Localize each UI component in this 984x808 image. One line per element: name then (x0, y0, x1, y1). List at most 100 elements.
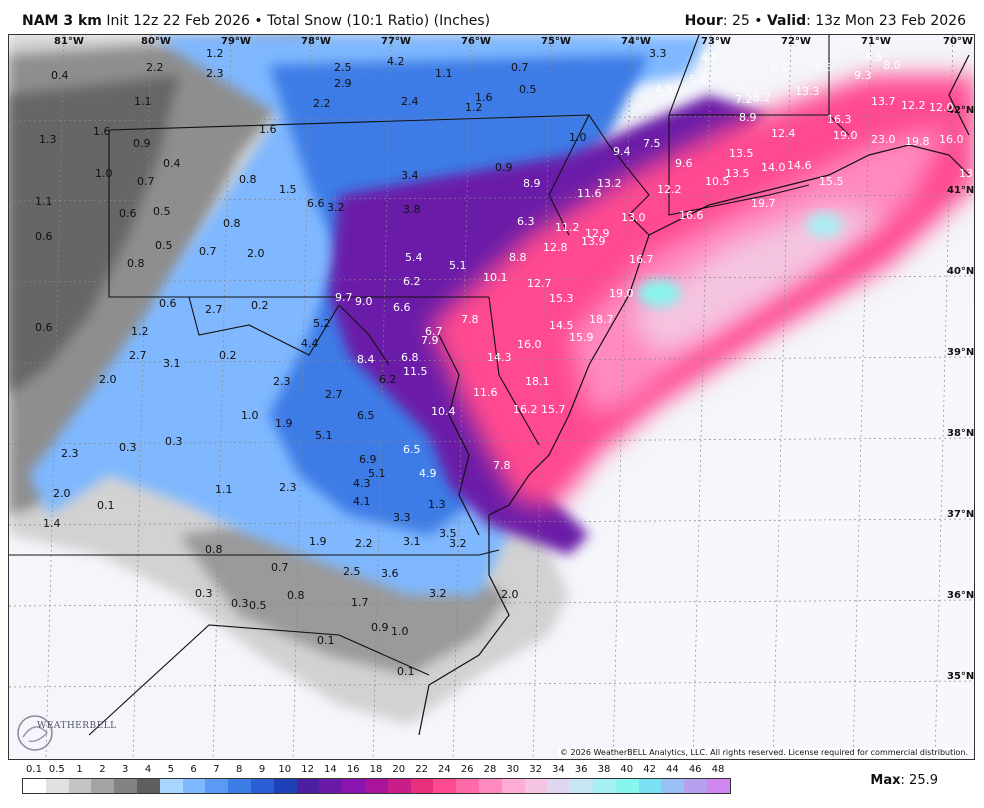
snow-value-label: 12.7 (527, 277, 552, 290)
snow-value-label: 6.9 (359, 453, 377, 466)
snow-value-label: 1.3 (39, 133, 57, 146)
snow-value-label: 2.3 (206, 67, 224, 80)
legend-swatch (456, 779, 479, 793)
snow-value-label: 15.7 (541, 403, 566, 416)
snow-value-label: 11.5 (403, 365, 428, 378)
snow-core-2 (806, 213, 842, 237)
latitude-label: 37°N (947, 509, 974, 520)
legend-swatch (364, 779, 388, 793)
snow-value-label: 2.7 (325, 388, 343, 401)
legend-swatch (615, 779, 639, 793)
snow-value-label: 1.2 (206, 47, 224, 60)
snow-value-label: 3.8 (403, 203, 421, 216)
snow-value-label: 0.1 (97, 499, 115, 512)
meridian-line (452, 35, 472, 759)
snow-value-label: 5.2 (313, 317, 331, 330)
legend-tick-label: 4 (144, 764, 152, 775)
snow-value-label: 15.5 (819, 175, 844, 188)
snow-value-label: 0.9 (371, 621, 389, 634)
snow-value-label: 0.2 (219, 349, 237, 362)
snow-value-label: 13.2 (597, 177, 622, 190)
legend-swatch (136, 779, 160, 793)
snow-value-label: 8.0 (883, 59, 901, 72)
snow-value-label: 12.0 (929, 101, 954, 114)
snow-value-label: 2.7 (129, 349, 147, 362)
snow-value-label: 9.3 (854, 69, 872, 82)
snow-value-label: 5.1 (368, 467, 386, 480)
snow-value-label: 0.8 (127, 257, 145, 270)
snow-value-label: 6.6 (393, 301, 411, 314)
max-label: Max (870, 773, 901, 788)
snow-value-label: 2.5 (334, 61, 352, 74)
snow-value-label: 1.1 (134, 95, 152, 108)
legend-swatch (433, 779, 457, 793)
snow-value-label: 3.1 (403, 535, 421, 548)
meridian-line (692, 35, 712, 759)
snow-value-label: 16.6 (679, 209, 704, 222)
snow-value-label: 1.1 (435, 67, 453, 80)
legend-tick-label: 30 (506, 764, 520, 775)
hour-label: Hour (684, 13, 723, 29)
snow-value-label: 1.6 (93, 125, 111, 138)
snow-value-label: 3.2 (429, 587, 447, 600)
max-value: Max: 25.9 (870, 773, 938, 788)
legend-swatch (706, 779, 730, 793)
snow-value-label: 14.6 (787, 159, 812, 172)
snow-value-label: 6.3 (517, 215, 535, 228)
legend-swatch (182, 779, 206, 793)
snow-value-label: 6.2 (771, 61, 789, 74)
snow-value-label: 13.7 (871, 95, 896, 108)
snow-value-label: 1.3 (428, 498, 446, 511)
snow-value-label: 19.8 (905, 135, 930, 148)
snow-value-label: 0.1 (317, 634, 335, 647)
parallel-line (9, 275, 974, 283)
longitude-label: 79°W (221, 36, 251, 47)
longitude-label: 72°W (781, 36, 811, 47)
snow-value-label: 2.3 (61, 447, 79, 460)
legend-swatch (524, 779, 548, 793)
snow-value-label: 9.4 (613, 145, 631, 158)
meridian-line (772, 35, 792, 759)
snow-value-label: 9.6 (675, 157, 693, 170)
parallel-line (9, 599, 974, 607)
longitude-label: 71°W (861, 36, 891, 47)
snow-map[interactable]: 81°W 80°W 79°W 78°W 77°W 76°W 75°W 74°W 73°W 72°W… (8, 34, 975, 760)
color-legend: 0.1 0.5 1 2 3 4 5 6 7 8 9 10 12 14 16 18 20 22 24 26 28 30 32 3… (22, 763, 731, 805)
legend-tick-label: 48 (711, 764, 725, 775)
snow-value-label: 10.4 (431, 405, 456, 418)
snow-band-pale (629, 205, 889, 355)
meridian-line (292, 35, 312, 759)
snow-value-label: 19.0 (609, 287, 634, 300)
snow-value-label: 1.2 (131, 325, 149, 338)
snow-value-label: 6.2 (379, 373, 397, 386)
snow-value-label: 5.8 (689, 73, 707, 86)
snow-band-dark-gray (9, 75, 179, 395)
snow-value-label: 8.2 (753, 91, 771, 104)
snow-value-label: 5.1 (449, 259, 467, 272)
legend-swatch (273, 779, 297, 793)
snow-value-label: 6.5 (357, 409, 375, 422)
parallel-line (9, 194, 974, 202)
snow-value-label: 7.8 (493, 459, 511, 472)
max-number: : 25.9 (900, 773, 938, 788)
snow-value-label: 13.9 (581, 235, 606, 248)
longitude-label: 78°W (301, 36, 331, 47)
snow-value-label: 16.7 (629, 253, 654, 266)
parallel-line (9, 437, 974, 445)
snow-value-label: 16.3 (827, 113, 852, 126)
snow-value-label: 14.5 (549, 319, 574, 332)
meridian-line (612, 35, 632, 759)
meridian-line (372, 35, 392, 759)
snow-value-label: 0.3 (231, 597, 249, 610)
legend-tick-label: 0.1 (26, 764, 42, 775)
snow-value-label: 7.9 (421, 334, 439, 347)
snow-value-label: 0.9 (133, 137, 151, 150)
meridian-line (532, 35, 552, 759)
snow-value-label: 4.1 (353, 495, 371, 508)
legend-tick-label: 7 (213, 764, 220, 775)
snow-value-label: 6.2 (403, 275, 421, 288)
separator-2: • (754, 13, 763, 29)
snow-value-label: 2.2 (355, 537, 373, 550)
legend-ticks: 0.1 0.5 1 2 3 4 5 6 7 8 9 10 12 14 16 18 20 22 24 26 28 30 32 3… (22, 763, 724, 777)
snow-value-label: 0.6 (35, 230, 53, 243)
